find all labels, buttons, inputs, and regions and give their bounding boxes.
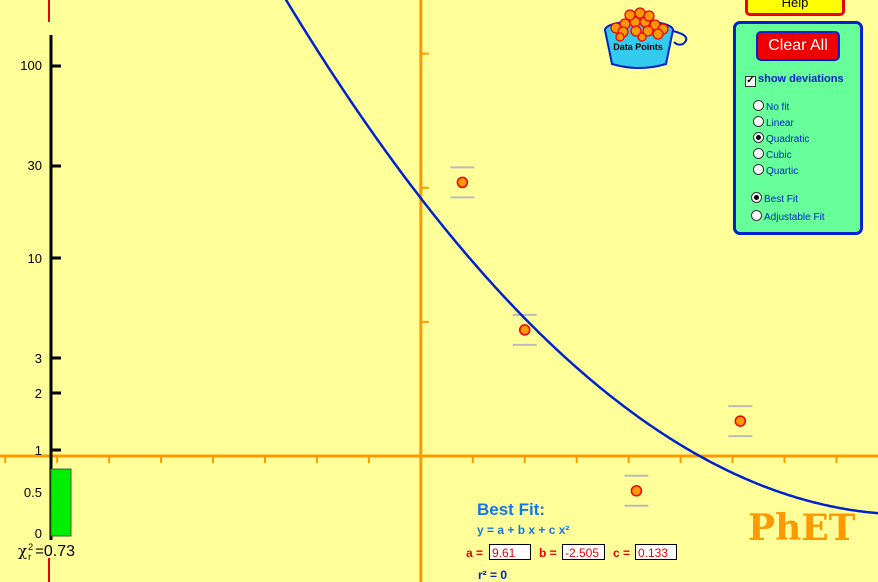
checkmark-icon: ✓ — [745, 75, 756, 87]
chi-scale-tick-label: 100 — [20, 58, 42, 73]
data-points-bucket-label: Data Points — [613, 42, 663, 52]
radio-icon — [753, 148, 764, 159]
chi-symbol: χ — [18, 542, 28, 560]
data-point — [518, 324, 531, 336]
help-button[interactable]: Help — [745, 0, 845, 16]
chi-subscript: r — [28, 552, 32, 562]
data-points-bucket[interactable] — [598, 6, 694, 72]
fit-option-quartic[interactable]: Quartic — [753, 164, 798, 178]
radio-icon — [753, 164, 764, 175]
fit-option-label: Quartic — [766, 166, 799, 177]
radio-selected-icon — [753, 132, 764, 143]
best-fit-title: Best Fit: — [477, 500, 545, 519]
fit-mode-label: Best Fit — [764, 194, 798, 205]
chi-scale-tick-label: 30 — [27, 158, 42, 173]
chi-scale-tick-label: 1 — [34, 443, 42, 458]
fit-curve — [284, 0, 878, 515]
deviation-bars — [450, 166, 753, 507]
radio-icon — [753, 100, 764, 111]
chi-scale-tick-label: 10 — [27, 251, 42, 266]
data-point — [630, 485, 643, 497]
fit-mode-label: Adjustable Fit — [764, 212, 825, 223]
fit-option-label: No fit — [766, 102, 790, 113]
r-squared-label: r² = — [478, 568, 498, 582]
clear-all-button[interactable]: Clear All — [756, 31, 840, 61]
coef-a-label: a = — [466, 546, 484, 560]
fit-control-panel: Clear All ✓ show deviations No fit Linear… — [733, 21, 863, 235]
fit-option-no-fit[interactable]: No fit — [753, 100, 789, 114]
chi-superscript: 2 — [28, 542, 34, 552]
radio-icon — [751, 210, 762, 221]
data-point — [734, 415, 747, 427]
show-deviations-label: show deviations — [758, 73, 844, 85]
fit-option-label: Cubic — [766, 150, 792, 161]
chi-scale-tick-label: 2 — [34, 386, 42, 401]
phet-logo: PhET — [748, 507, 856, 549]
coef-a-value: 9.61 — [489, 544, 531, 560]
r-squared: r² = 0 — [478, 568, 507, 582]
chi-scale-tick-label: 0.5 — [23, 485, 42, 500]
radio-selected-icon — [751, 192, 762, 203]
chi-squared-bar — [50, 468, 72, 537]
coef-c-label: c = — [613, 546, 631, 560]
chi-scale-tick-label: 3 — [34, 351, 42, 366]
show-deviations-checkbox[interactable]: ✓ show deviations — [745, 72, 844, 87]
fit-option-linear[interactable]: Linear — [753, 116, 794, 130]
r-squared-value: 0 — [500, 568, 508, 582]
chi-squared-meter — [48, 0, 72, 582]
chi-squared-readout: χ 2 r =0.73 — [18, 542, 75, 564]
radio-icon — [753, 116, 764, 127]
data-point — [456, 176, 469, 189]
fit-option-label: Linear — [766, 118, 794, 129]
chi-value: 0.73 — [43, 543, 75, 560]
coef-b-value: -2.505 — [562, 544, 605, 560]
fit-equation: y = a + b x + c x² — [477, 523, 570, 537]
fit-mode-adjustable-fit[interactable]: Adjustable Fit — [751, 210, 825, 224]
fit-option-label: Quadratic — [766, 134, 810, 145]
data-points — [456, 176, 747, 497]
chi-equals: = — [35, 543, 44, 560]
coef-c-value: 0.133 — [635, 544, 677, 560]
fit-option-cubic[interactable]: Cubic — [753, 148, 792, 162]
fit-mode-best-fit[interactable]: Best Fit — [751, 192, 798, 206]
chi-scale-tick-label: 0 — [34, 526, 42, 541]
coef-b-label: b = — [539, 546, 557, 560]
fit-option-quadratic[interactable]: Quadratic — [753, 132, 809, 146]
